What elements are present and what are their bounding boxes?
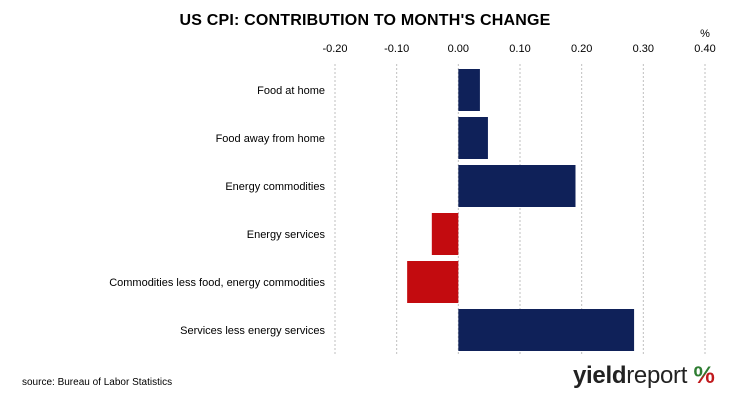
x-axis-ticks: -0.20 -0.10 0.00 0.10 0.20 0.30 0.40 [322, 43, 715, 55]
bar [458, 309, 635, 351]
bar [458, 165, 576, 207]
percent-logo-icon: % [693, 362, 715, 389]
x-tick-label: 0.40 [694, 43, 715, 55]
x-tick-label: 0.20 [571, 43, 592, 55]
bar [458, 69, 480, 111]
category-labels: Food at home Food away from home Energy co… [109, 85, 325, 337]
yieldreport-logo: yieldreport % [573, 362, 715, 390]
x-tick-label: 0.00 [448, 43, 469, 55]
x-tick-label: 0.10 [509, 43, 530, 55]
category-label: Food at home [257, 85, 325, 97]
bar [407, 261, 459, 303]
logo-text-bold: yield [573, 362, 627, 389]
unit-label: % [700, 28, 710, 40]
logo-text-light: report [626, 362, 688, 389]
category-label: Services less energy services [180, 325, 325, 337]
category-label: Energy commodities [225, 181, 325, 193]
x-tick-label: -0.10 [384, 43, 409, 55]
category-label: Commodities less food, energy commoditie… [109, 277, 325, 289]
bars [407, 69, 635, 351]
chart-title: US CPI: CONTRIBUTION TO MONTH'S CHANGE [179, 12, 551, 29]
bar [458, 117, 488, 159]
bar [431, 213, 459, 255]
category-label: Energy services [247, 229, 326, 241]
source-note: source: Bureau of Labor Statistics [22, 377, 173, 388]
x-tick-label: -0.20 [322, 43, 347, 55]
x-tick-label: 0.30 [633, 43, 654, 55]
category-label: Food away from home [216, 133, 325, 145]
gridlines [334, 64, 706, 355]
